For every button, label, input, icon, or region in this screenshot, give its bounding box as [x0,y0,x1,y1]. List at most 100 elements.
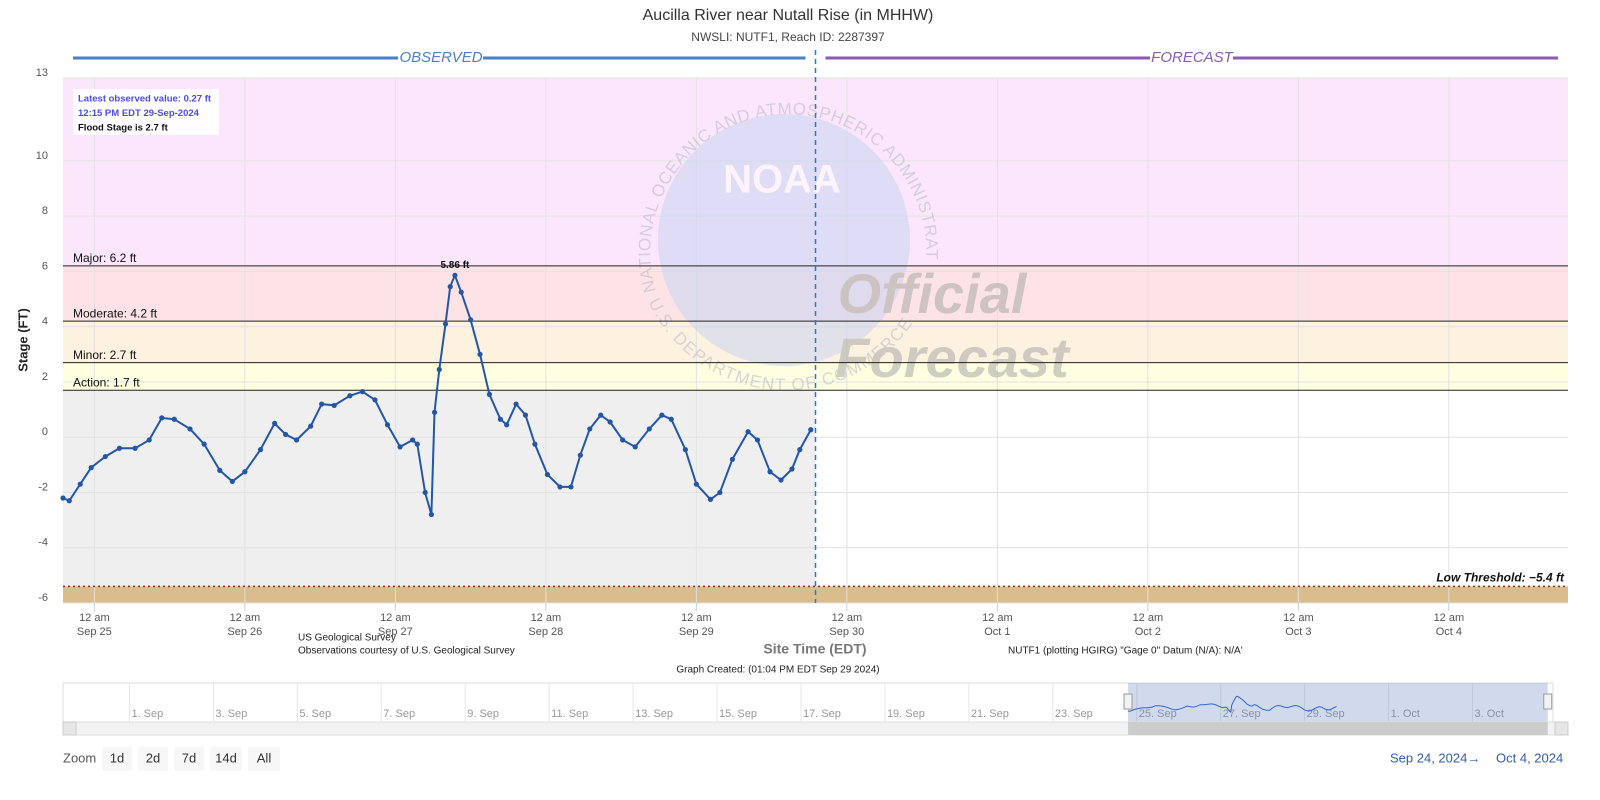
data-point [522,412,529,418]
data-point [458,289,464,295]
zoom-button[interactable]: 14d [210,747,242,771]
x-tick-label: 12 am [531,612,562,624]
y-tick-label: 10 [36,150,48,162]
data-point [257,447,264,453]
range-arrow: → [1468,750,1481,765]
data-point [778,477,784,483]
data-point [66,498,72,504]
forecast-label: FORECAST [1151,49,1235,66]
zoom-button[interactable]: 1d [102,747,132,771]
data-point [707,496,714,502]
data-point [397,444,403,450]
data-point [414,441,420,447]
zoom-button-bg [248,747,280,771]
zoom-button[interactable]: 7d [174,747,204,771]
watermark-text: Official [838,262,1028,325]
data-point [88,465,94,471]
navigator-tick-label: 29. Sep [1307,708,1345,720]
zoom-button-label: All [257,750,272,765]
navigator-tick-label: 19. Sep [887,708,925,720]
range-from: Sep 24, 2024 [1390,750,1467,765]
y-tick-label: 4 [42,316,48,328]
data-point [668,416,674,422]
zoom-button-label: 7d [182,750,196,765]
chart-title: Aucilla River near Nutall Rise (in MHHW) [643,7,934,24]
navigator-tick-label: 7. Sep [383,708,415,720]
info-text: 12:15 PM EDT 29-Sep-2024 [78,108,200,119]
zoom-button-bg [210,747,242,771]
navigator-tick-label: 9. Sep [467,708,499,720]
scrollbar-button[interactable] [62,721,77,736]
x-tick-label: 12 am [1434,612,1465,624]
data-point [682,447,688,453]
data-point [557,484,563,490]
data-point [384,422,391,428]
x-axis-title: Site Time (EDT) [763,641,866,657]
data-point [77,481,83,487]
data-point [513,401,519,407]
x-tick-label: 12 am [79,612,110,624]
navigator-tick-label: 21. Sep [971,708,1009,720]
scrollbar-thumb[interactable] [1128,722,1548,735]
data-point [442,321,449,327]
data-point [146,437,152,443]
x-tick-label: 12 am [230,612,261,624]
data-point [217,467,223,473]
navigator-handle[interactable] [1543,693,1553,710]
scrollbar-button[interactable] [1554,721,1569,736]
navigator-line [1127,695,1337,714]
zoom-label: Zoom [63,750,96,765]
zoom-button-bg [138,747,168,771]
zoom-button-label: 1d [110,750,124,765]
observed-label: OBSERVED [399,49,482,66]
x-tick-label: Oct 4 [1436,626,1462,638]
zoom-button[interactable]: All [248,747,280,771]
y-tick-label: 2 [42,371,48,383]
y-tick-label: -4 [38,537,48,549]
navigator-tick-label: 15. Sep [719,708,757,720]
data-point [587,426,593,432]
credit: NUTF1 (plotting HGIRG) "Gage 0" Datum (N… [1008,646,1243,657]
zoom-button[interactable]: 2d [138,747,168,771]
data-point [568,484,574,490]
data-point [319,401,325,407]
navigator-handle[interactable] [1123,693,1133,710]
navigator-tick-label: 5. Sep [299,708,331,720]
x-tick-label: 12 am [380,612,411,624]
data-point [745,429,751,435]
data-point [544,471,551,478]
navigator-tick-label: 11. Sep [551,708,588,720]
data-point [659,412,665,418]
x-tick-label: Oct 2 [1135,626,1161,638]
data-point [767,469,773,475]
x-tick-label: Sep 27 [378,626,413,638]
y-tick-label: 6 [42,260,48,272]
peak-label: 5.86 ft [440,260,470,271]
x-tick-label: Sep 26 [227,626,262,638]
navigator-tick-label: 1. Oct [1391,708,1420,720]
x-tick-label: Sep 29 [679,626,714,638]
data-point [229,478,235,485]
data-point [409,437,416,443]
x-tick-label: 12 am [832,612,863,624]
data-point [187,426,193,432]
data-point [201,441,207,447]
threshold-label: Action: 1.7 ft [73,375,140,389]
data-point [283,431,289,438]
data-point [60,495,66,501]
data-point [504,422,510,428]
noaa-logo [658,114,910,366]
zoom-button-label: 2d [146,750,160,765]
navigator-tick-label: 3. Sep [215,708,247,720]
y-axis-title: Stage (FT) [15,308,30,372]
data-point [577,452,583,458]
navigator-tick-label: 17. Sep [803,708,841,720]
data-point [372,397,378,403]
credit: US Geological Survey [298,633,396,644]
data-point [808,427,814,433]
data-point [331,402,337,409]
data-point [693,481,699,487]
data-point [646,426,652,432]
